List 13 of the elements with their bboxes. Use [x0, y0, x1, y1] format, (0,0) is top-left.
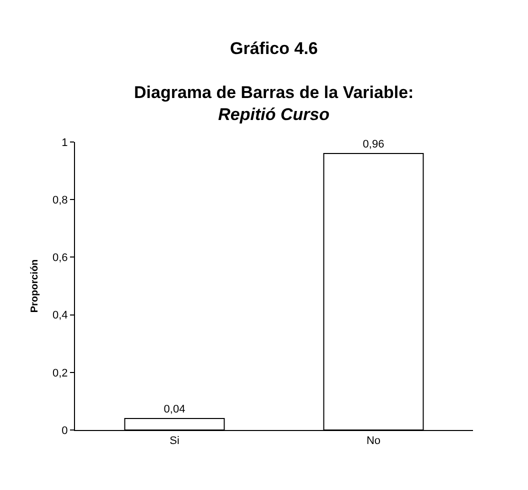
y-axis-title: Proporción [30, 259, 41, 313]
chart-subtitle: Diagrama de Barras de la Variable: Repitió Curso [134, 83, 414, 124]
y-tick-label: 0,2 [52, 367, 68, 380]
data-label: 0,04 [164, 403, 186, 416]
y-tick-label: 0 [62, 424, 68, 437]
x-tick-label: No [366, 435, 381, 448]
chart-title: Gráfico 4.6 [230, 39, 318, 58]
y-tick-label: 0,8 [52, 194, 68, 206]
x-tick-label: Si [170, 435, 180, 448]
data-label: 0,96 [362, 138, 384, 151]
y-tick-label: 1 [62, 136, 68, 149]
y-tick-label: 0,4 [52, 310, 68, 322]
y-tick-label: 0,6 [52, 252, 68, 264]
